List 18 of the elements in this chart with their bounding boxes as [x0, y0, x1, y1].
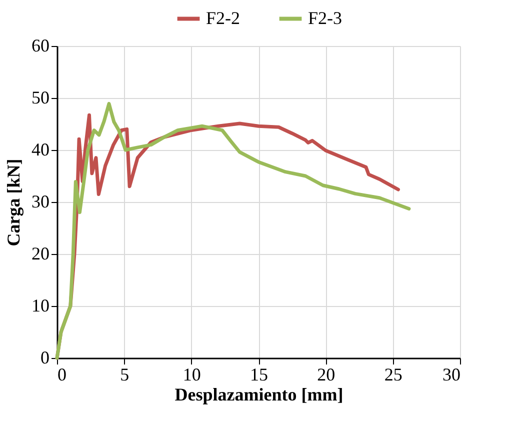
- y-tick-label: 0: [40, 348, 50, 368]
- y-tick-label: 30: [32, 192, 50, 212]
- y-tick-label: 40: [32, 140, 50, 160]
- y-axis-title: Carga [kN]: [4, 158, 24, 246]
- y-tick-label: 20: [32, 244, 50, 264]
- legend-label: F2-2: [206, 8, 240, 28]
- x-tick-label: 15: [250, 364, 268, 384]
- y-tick-label: 50: [32, 88, 50, 108]
- legend-label: F2-3: [308, 8, 342, 28]
- y-tick-label: 10: [32, 296, 50, 316]
- x-tick-label: 25: [384, 364, 402, 384]
- y-tick-label: 60: [32, 36, 50, 56]
- x-tick-label: 10: [182, 364, 201, 384]
- x-axis-title: Desplazamiento [mm]: [174, 384, 344, 404]
- x-tick-label: 5: [120, 364, 130, 384]
- x-tick-label: 20: [317, 364, 336, 384]
- x-tick-label: 30: [442, 364, 460, 384]
- x-tick-label: 0: [58, 364, 66, 384]
